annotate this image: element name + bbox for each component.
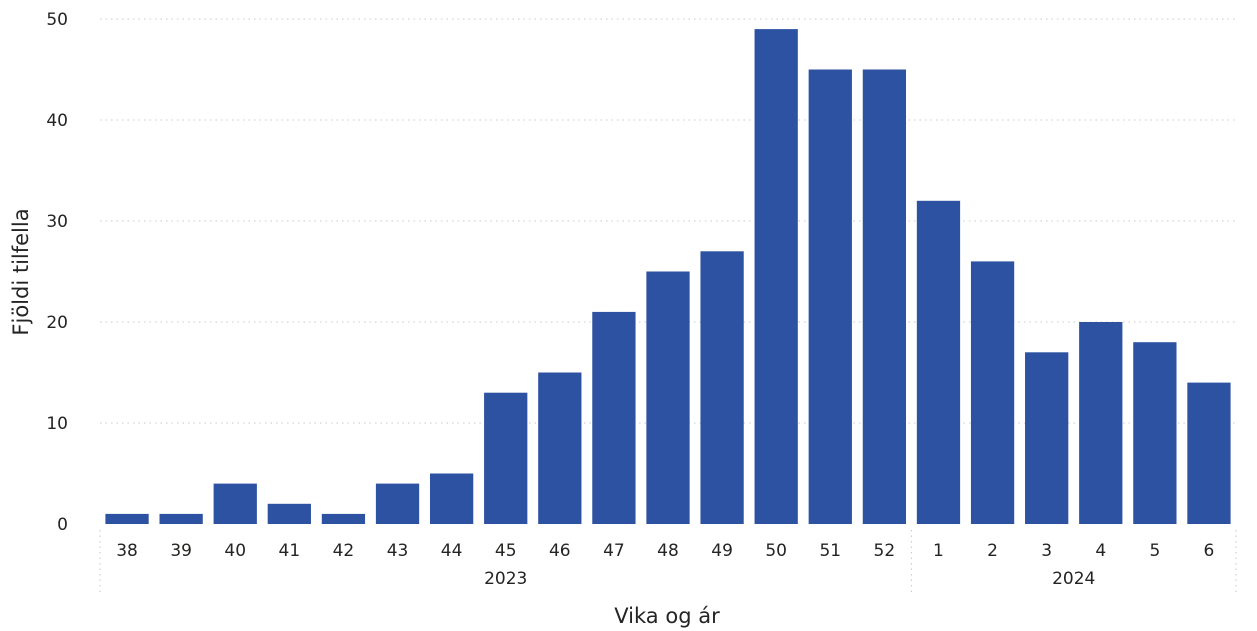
bar-46[interactable]	[538, 372, 582, 525]
y-axis-ticks: 0 10 20 30 40 50	[46, 10, 68, 535]
x-tick-label: 43	[387, 541, 409, 561]
y-tick-label: 20	[46, 313, 68, 333]
x-tick-label: 46	[549, 541, 571, 561]
bar-49[interactable]	[700, 251, 744, 525]
x-tick-label: 52	[874, 541, 896, 561]
bar-45[interactable]	[484, 392, 528, 524]
bars	[105, 29, 1231, 525]
x-axis-groups: 2023 2024	[99, 530, 1237, 596]
x-group-label: 2023	[484, 569, 527, 589]
y-axis-title: Fjöldi tilfella	[9, 208, 33, 335]
bar-43[interactable]	[375, 483, 420, 524]
x-tick-label: 1	[933, 541, 944, 561]
bar-39[interactable]	[159, 513, 203, 524]
x-tick-label: 38	[116, 541, 138, 561]
bar-51[interactable]	[808, 69, 852, 525]
x-tick-label: 45	[495, 541, 517, 561]
x-tick-label: 5	[1149, 541, 1160, 561]
x-tick-label: 44	[441, 541, 463, 561]
x-tick-label: 41	[279, 541, 301, 561]
x-tick-label: 42	[333, 541, 355, 561]
x-tick-label: 51	[819, 541, 841, 561]
bar-47[interactable]	[592, 311, 636, 524]
x-tick-label: 48	[657, 541, 679, 561]
x-tick-label: 49	[711, 541, 733, 561]
x-tick-label: 47	[603, 541, 625, 561]
x-axis-ticks: 38 39 40 41 42 43 44 45 46 47 48 49 50 51 52 1 2 3 4 5 6	[116, 541, 1214, 561]
bar-38[interactable]	[105, 513, 149, 524]
bar-40[interactable]	[213, 483, 257, 524]
x-axis-title: Vika og ár	[614, 604, 720, 628]
x-tick-label: 2	[987, 541, 998, 561]
bar-4[interactable]	[1079, 322, 1123, 524]
bar-50[interactable]	[754, 29, 798, 524]
bar-3[interactable]	[1025, 352, 1069, 524]
bar-48[interactable]	[646, 271, 690, 525]
bar-42[interactable]	[321, 513, 366, 524]
bar-44[interactable]	[429, 473, 474, 525]
x-tick-label: 4	[1095, 541, 1106, 561]
y-tick-label: 30	[46, 212, 68, 232]
bar-41[interactable]	[267, 503, 311, 524]
y-tick-label: 0	[57, 515, 68, 535]
x-tick-label: 39	[170, 541, 192, 561]
bar-1[interactable]	[916, 200, 961, 525]
y-tick-label: 50	[46, 10, 68, 30]
bar-52[interactable]	[862, 69, 907, 525]
y-tick-label: 10	[46, 414, 68, 434]
bar-2[interactable]	[970, 261, 1015, 524]
bar-6[interactable]	[1187, 382, 1231, 524]
x-tick-label: 6	[1204, 541, 1215, 561]
x-group-label: 2024	[1052, 569, 1095, 589]
x-tick-label: 50	[765, 541, 787, 561]
y-tick-label: 40	[46, 111, 68, 131]
x-tick-label: 3	[1041, 541, 1052, 561]
x-tick-label: 40	[224, 541, 246, 561]
bar-5[interactable]	[1133, 342, 1177, 524]
